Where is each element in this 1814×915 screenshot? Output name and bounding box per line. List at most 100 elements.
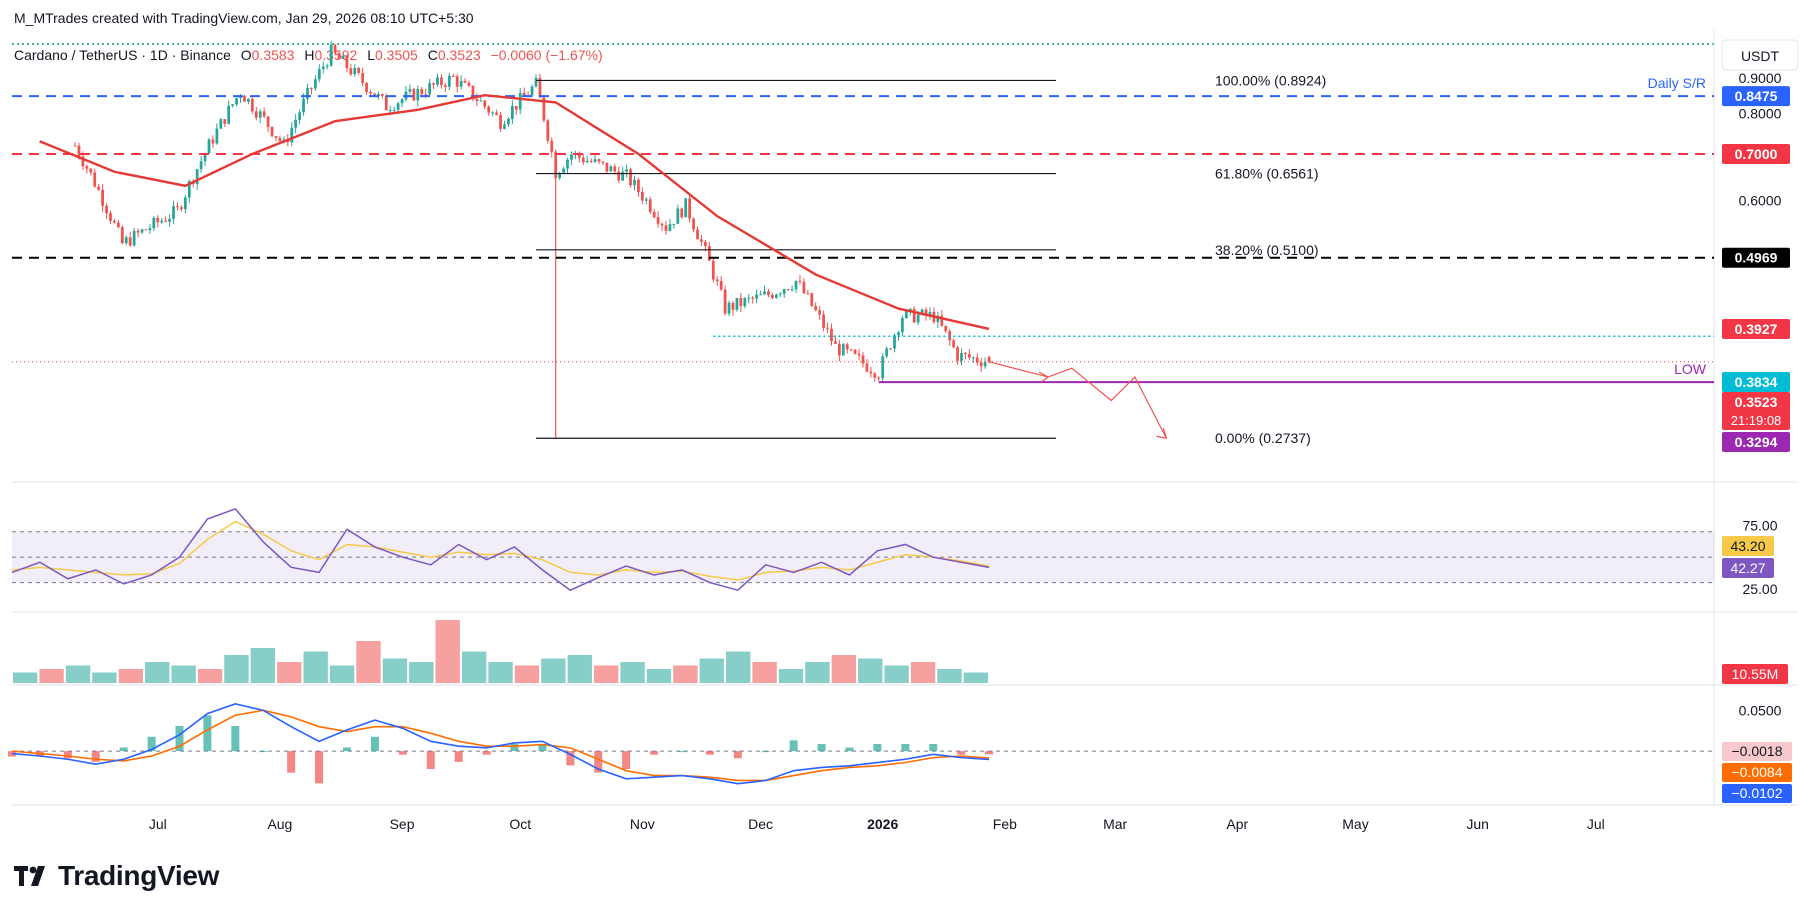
candle-body (542, 97, 546, 121)
macd-histogram-bar (929, 743, 938, 752)
candle-body (412, 89, 416, 101)
candle-body (771, 294, 774, 298)
volume-bar (197, 669, 223, 683)
candle-body (613, 166, 617, 172)
candle-body (782, 289, 786, 294)
macd-histogram-bar (426, 751, 435, 770)
candle-body (550, 140, 554, 152)
candle-body (633, 179, 636, 186)
candle-body (207, 139, 211, 154)
candle-body (270, 126, 274, 137)
candle-body (605, 162, 609, 172)
volume-bar (356, 641, 381, 683)
macd-histogram-bar (761, 751, 770, 753)
volume-bar (277, 662, 302, 683)
candle-body (420, 89, 424, 95)
price-tag-0.3834 (1722, 372, 1790, 392)
candle-body (124, 237, 128, 244)
candle-body (711, 260, 715, 280)
candle-body (873, 373, 877, 378)
macd-histogram-bar (287, 751, 296, 773)
candle-body (936, 315, 940, 323)
candle-body (763, 291, 766, 295)
macd-histogram-bar (650, 751, 659, 755)
volume-bar (646, 669, 672, 683)
tradingview-logo[interactable]: TradingView (14, 860, 219, 892)
fib-label: 100.00% (0.8924) (1215, 72, 1326, 88)
fib-label: 0.00% (0.2737) (1215, 430, 1311, 446)
candle-body (436, 77, 439, 85)
price-tag-label: 0.8475 (1735, 88, 1778, 104)
macd-signal-line (11, 709, 990, 782)
candle-body (747, 297, 751, 299)
candle-body (700, 239, 703, 242)
price-tick-label: 0.6000 (1739, 193, 1782, 209)
volume-bar (699, 658, 724, 683)
candle-body (617, 171, 621, 181)
volume-bar (224, 655, 249, 683)
candle-body (183, 197, 187, 210)
projection-arrowhead (1038, 371, 1050, 383)
candle-body (432, 83, 435, 85)
candle-body (538, 77, 542, 98)
macd-histogram-bar (622, 751, 631, 770)
candle-body (463, 80, 467, 83)
candle-body (345, 56, 349, 69)
candle-body (975, 357, 979, 363)
volume-bar (92, 672, 117, 683)
candle-body (723, 289, 727, 314)
candle-body (495, 112, 498, 115)
volume-bar (461, 651, 487, 683)
time-axis-label: Jun (1466, 816, 1489, 832)
candle-body (388, 110, 392, 112)
candle-body (302, 98, 305, 113)
candle-body (337, 52, 341, 59)
candle-body (664, 225, 668, 231)
candle-body (692, 218, 695, 230)
price-tag-0.4969 (1722, 247, 1790, 268)
macd-histogram-bar (538, 743, 547, 752)
macd-histogram-bar (901, 743, 910, 752)
candle-body (715, 279, 719, 282)
rsi-tag-label: 42.27 (1730, 560, 1765, 576)
rsi-tag (1722, 558, 1774, 578)
price-axis-labels: 0.9000 0.8000 0.6000 0.8475 0.7000 0.4969 0.39… (1722, 70, 1792, 803)
volume-bar (910, 662, 936, 683)
candle-body (912, 308, 916, 323)
candle-body (176, 206, 179, 208)
candle-body (211, 139, 215, 144)
chart-credit: M_MTrades created with TradingView.com, … (14, 10, 474, 26)
candle-body (235, 98, 238, 105)
macd-histogram-bar (231, 726, 240, 752)
candle-body (483, 100, 487, 107)
time-axis-label: Jul (1587, 816, 1605, 832)
candle-body (444, 85, 447, 87)
candle-body (223, 119, 227, 124)
candle-body (416, 89, 420, 101)
candle-body (384, 95, 388, 111)
candle-body (751, 297, 755, 299)
candle-body (250, 98, 254, 112)
volume-bar (514, 665, 540, 683)
bar-countdown: 21:19:08 (1731, 413, 1782, 428)
volume-bar (567, 655, 592, 683)
candle-body (203, 153, 207, 162)
price-chart[interactable]: Cardano / TetherUS · 1D · Binance O0.358… (0, 0, 1814, 860)
volume-bar (620, 662, 645, 683)
candle-body (187, 181, 191, 198)
candle-body (806, 293, 810, 295)
candle-body (960, 352, 963, 361)
candle-body (861, 355, 865, 364)
candle-body (778, 293, 782, 295)
currency-box[interactable] (1721, 39, 1799, 71)
candle-body (361, 72, 365, 84)
price-tag-0.3523 (1722, 392, 1790, 430)
candle-body (967, 354, 971, 358)
price-tag-label: 0.7000 (1735, 146, 1778, 162)
macd-histogram-bar (259, 751, 268, 753)
candle-body (380, 94, 384, 96)
candle-body (518, 92, 522, 110)
macd-panel (8, 703, 1714, 785)
macd-histogram-bar (342, 747, 351, 752)
candle-body (774, 294, 778, 298)
